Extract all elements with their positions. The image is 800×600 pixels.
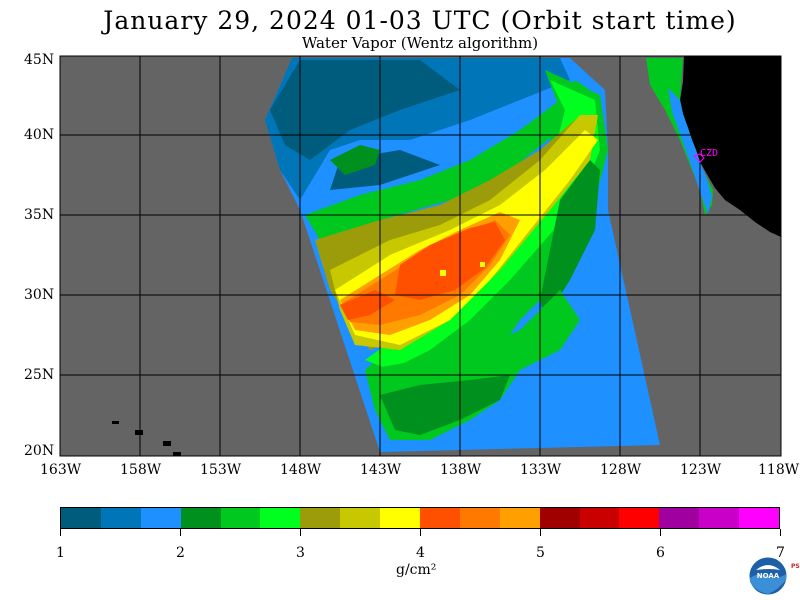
- lon-label-153w: 153W: [200, 462, 242, 478]
- lon-label-143w: 143W: [360, 462, 402, 478]
- lon-label-163w: 163W: [40, 462, 82, 478]
- map-gridlines: [60, 56, 781, 456]
- colorbar-tick: [299, 529, 301, 536]
- lon-label-138w: 138W: [440, 462, 482, 478]
- colorbar-segment: [699, 508, 740, 528]
- colorbar-segment: [340, 508, 381, 528]
- colorbar-segment: [260, 508, 301, 528]
- colorbar-segment: [499, 508, 540, 528]
- colorbar-segment: [539, 508, 580, 528]
- lon-label-118w: 118W: [758, 462, 800, 478]
- colorbar-tick: [59, 529, 61, 536]
- colorbar-segment: [180, 508, 221, 528]
- lon-label-123w: 123W: [680, 462, 722, 478]
- colorbar-tick-label: 6: [656, 545, 665, 561]
- colorbar-tick: [179, 529, 181, 536]
- colorbar-segment: [739, 508, 780, 528]
- colorbar-tick: [419, 529, 421, 536]
- land-north-america: [680, 56, 781, 237]
- lat-label-40n: 40N: [24, 127, 55, 143]
- station-marker-icon: [693, 153, 705, 163]
- colorbar-segment: [459, 508, 500, 528]
- colorbar-segment: [300, 508, 341, 528]
- colorbar-segment: [380, 508, 421, 528]
- map-frame: [59, 55, 782, 457]
- coastal-swath: [646, 58, 713, 215]
- colorbar-tick: [779, 529, 781, 536]
- colorbar-segment: [420, 508, 460, 528]
- svg-text:NOAA: NOAA: [757, 572, 780, 580]
- colorbar-tick-label: 7: [776, 545, 785, 561]
- colorbar-tick-label: 1: [56, 545, 65, 561]
- lat-label-25n: 25N: [24, 367, 55, 383]
- water-vapor-map: CZD: [59, 55, 782, 457]
- colorbar-segment: [100, 508, 141, 528]
- map-subtitle: Water Vapor (Wentz algorithm): [301, 34, 539, 52]
- lon-label-133w: 133W: [520, 462, 562, 478]
- colorbar-tick-label: 3: [296, 545, 305, 561]
- colorbar-units: g/cm²: [396, 562, 437, 578]
- colorbar-segment: [619, 508, 660, 528]
- satellite-swath: [265, 58, 660, 452]
- lat-label-20n: 20N: [24, 443, 55, 459]
- lat-label-35n: 35N: [24, 207, 55, 223]
- colorbar-segment: [220, 508, 261, 528]
- colorbar-tick-label: 5: [536, 545, 545, 561]
- colorbar-tick: [659, 529, 661, 536]
- hawaiian-islands: [112, 421, 181, 456]
- colorbar-tick: [539, 529, 541, 536]
- lat-label-45n: 45N: [24, 52, 55, 68]
- lon-label-148w: 148W: [280, 462, 322, 478]
- colorbar-segment: [61, 508, 101, 528]
- noaa-logo-icon: NOAA: [748, 556, 788, 596]
- colorbar-segment: [579, 508, 620, 528]
- colorbar: [60, 507, 780, 529]
- colorbar-segment: [659, 508, 700, 528]
- colorbar-tick-label: 2: [176, 545, 185, 561]
- lat-label-30n: 30N: [24, 287, 55, 303]
- station-label: CZD: [700, 148, 718, 159]
- colorbar-segment: [140, 508, 181, 528]
- colorbar-tick-label: 4: [416, 545, 425, 561]
- lon-label-128w: 128W: [600, 462, 642, 478]
- map-title: January 29, 2024 01-03 UTC (Orbit start …: [103, 6, 737, 35]
- lon-label-158w: 158W: [120, 462, 162, 478]
- psl-label: PSL: [791, 563, 800, 570]
